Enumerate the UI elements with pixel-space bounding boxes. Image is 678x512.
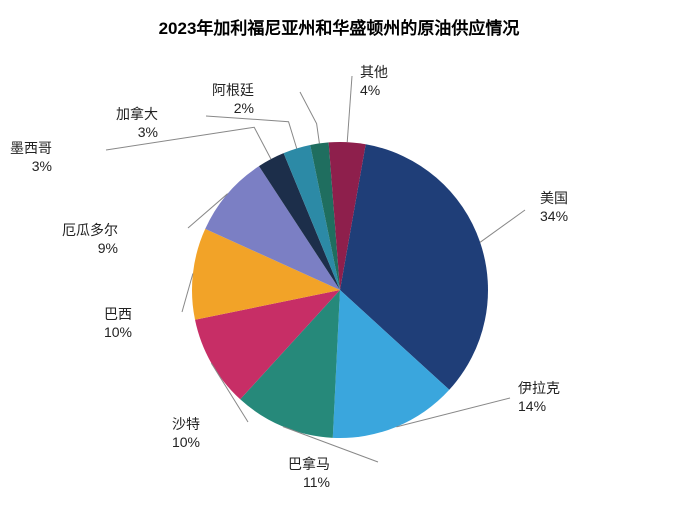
slice-label-name: 墨西哥 [10,140,52,158]
slice-label: 巴拿马11% [288,456,330,491]
slice-label: 巴西10% [104,306,132,341]
slice-label-percent: 3% [116,124,158,142]
slice-label: 沙特10% [172,416,200,451]
slice-label-name: 巴拿马 [288,456,330,474]
slice-label-percent: 2% [212,100,254,118]
slice-label: 伊拉克14% [518,380,560,415]
slice-label: 美国34% [540,190,568,225]
leader-line [300,92,319,143]
slice-label: 阿根廷2% [212,82,254,117]
slice-label-percent: 11% [288,474,330,492]
slice-label-percent: 10% [104,324,132,342]
slice-label-name: 沙特 [172,416,200,434]
slice-label-percent: 3% [10,158,52,176]
leader-line [480,210,525,242]
leader-line [347,76,352,142]
pie-chart-container: 2023年加利福尼亚州和华盛顿州的原油供应情况 美国34%伊拉克14%巴拿马11… [0,0,678,512]
slice-label-name: 阿根廷 [212,82,254,100]
slice-label-name: 巴西 [104,306,132,324]
slice-label-percent: 34% [540,208,568,226]
slice-label-name: 厄瓜多尔 [62,222,118,240]
leader-line [182,274,193,312]
slice-label-name: 其他 [360,64,388,82]
slice-label-name: 美国 [540,190,568,208]
slice-label-percent: 14% [518,398,560,416]
slice-label: 其他4% [360,64,388,99]
slice-label: 厄瓜多尔9% [62,222,118,257]
slice-label: 墨西哥3% [10,140,52,175]
slice-label-name: 加拿大 [116,106,158,124]
slice-label-percent: 9% [62,240,118,258]
slice-label-percent: 10% [172,434,200,452]
slice-label-percent: 4% [360,82,388,100]
slice-label-name: 伊拉克 [518,380,560,398]
slice-label: 加拿大3% [116,106,158,141]
